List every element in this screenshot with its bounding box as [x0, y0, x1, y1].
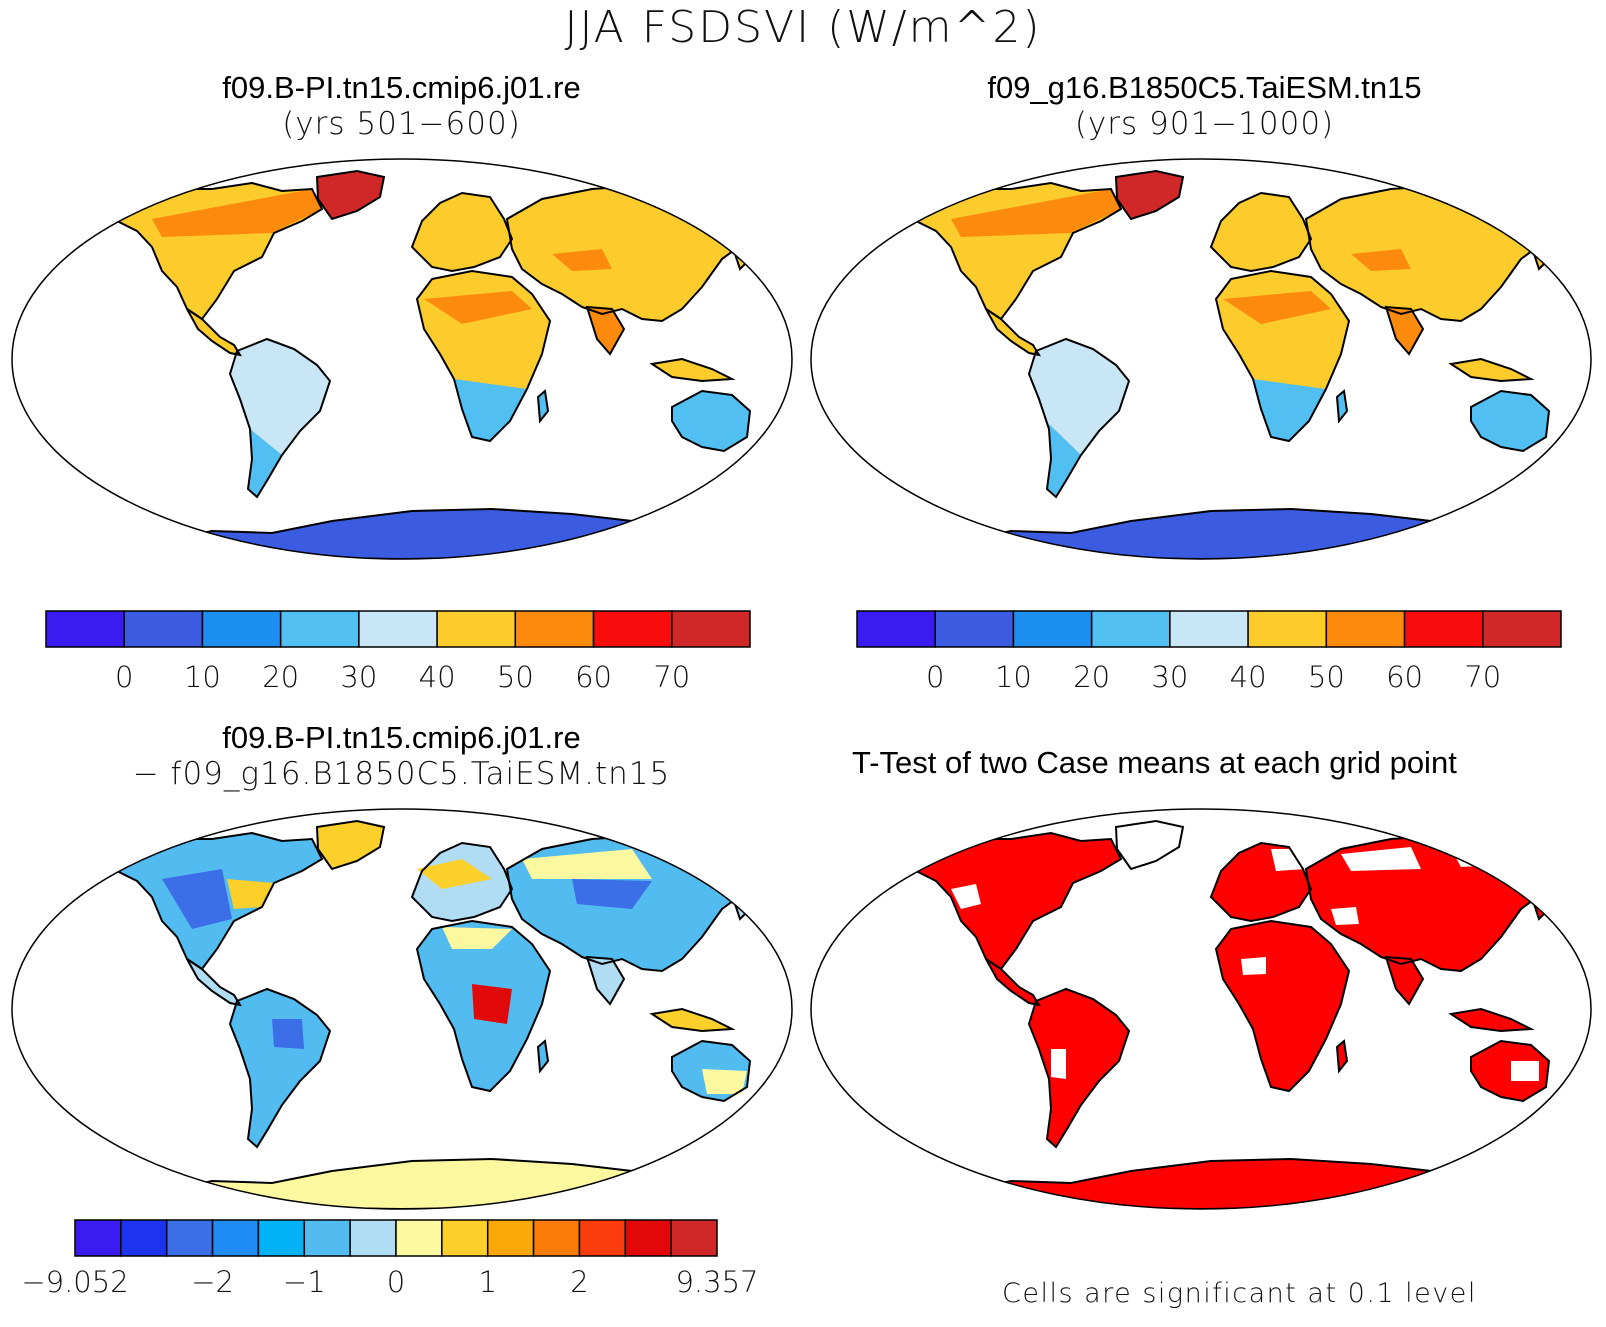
case2-years: (yrs 901−1000): [1074, 106, 1335, 142]
ttest-title: T-Test of two Case means at each grid po…: [852, 745, 1457, 780]
colorbar-box: [856, 610, 936, 648]
colorbar-box: [670, 1219, 718, 1257]
map-case2: [810, 158, 1592, 560]
colorbar-tick-label: 1: [478, 1265, 496, 1299]
colorbar-box: [358, 610, 438, 648]
colorbar-case2: 0 10 20 30 40 50 60 70: [856, 610, 1562, 694]
panel-title-case2: f09_g16.B1850C5.TaiESM.tn15 (yrs 901−100…: [803, 70, 1606, 142]
map-difference: [11, 808, 793, 1210]
colorbar-box: [123, 610, 204, 648]
colorbar-tick-label: −9.052: [21, 1265, 128, 1299]
map-ttest: [810, 808, 1592, 1210]
colorbar-tick-label: 30: [1151, 660, 1188, 694]
colorbar-box: [592, 610, 673, 648]
colorbar-tick-label: 40: [419, 660, 456, 694]
colorbar-box: [486, 1219, 535, 1257]
colorbar-tick-label: −2: [191, 1265, 234, 1299]
colorbar-tick-label: 0: [387, 1265, 405, 1299]
significance-note: Cells are significant at 0.1 level: [1002, 1278, 1477, 1309]
colorbar-box: [1169, 610, 1249, 648]
colorbar-tick-label: 20: [262, 660, 299, 694]
colorbar-box: [1403, 610, 1484, 648]
colorbar-tick-label: 30: [340, 660, 377, 694]
colorbar-tick-label: 50: [1308, 660, 1345, 694]
colorbar-box: [624, 1219, 672, 1257]
colorbar-box: [257, 1219, 306, 1257]
colorbar-tick-label: 50: [497, 660, 534, 694]
colorbar-box: [1482, 610, 1562, 648]
colorbar-box: [279, 610, 360, 648]
colorbar-box: [1325, 610, 1406, 648]
diff-minus-label: − f09_g16.B1850C5.TaiESM.tn15: [132, 756, 671, 792]
colorbar-tick-label: 0: [115, 660, 133, 694]
panel-title-diff: f09.B-PI.tn15.cmip6.j01.re − f09_g16.B18…: [0, 720, 803, 792]
colorbar-box: [120, 1219, 168, 1257]
colorbar-tick-label: 9.357: [675, 1265, 758, 1299]
colorbar-tick-label: 70: [653, 660, 690, 694]
colorbar-box: [303, 1219, 351, 1257]
colorbar-tick-label: 10: [184, 660, 221, 694]
panel-title-case1: f09.B-PI.tn15.cmip6.j01.re (yrs 501−600): [0, 70, 803, 142]
colorbar-box: [45, 610, 125, 648]
colorbar-box: [514, 610, 595, 648]
colorbar-tick-label: 0: [926, 660, 944, 694]
map-case1: [11, 158, 793, 560]
colorbar-box: [1012, 610, 1093, 648]
colorbar-tick-label: 20: [1073, 660, 1110, 694]
colorbar-box: [201, 610, 282, 648]
colorbar-tick-label: 60: [1386, 660, 1423, 694]
colorbar-box: [532, 1219, 581, 1257]
colorbar-box: [1247, 610, 1328, 648]
colorbar-box: [1090, 610, 1171, 648]
case1-years: (yrs 501−600): [282, 106, 521, 142]
colorbar-box: [165, 1219, 214, 1257]
colorbar-tick-label: −1: [283, 1265, 326, 1299]
colorbar-tick-label: 2: [570, 1265, 588, 1299]
colorbar-tick-label: 40: [1230, 660, 1267, 694]
colorbar-tick-label: 70: [1464, 660, 1501, 694]
colorbar-box: [211, 1219, 260, 1257]
colorbar-box: [436, 610, 517, 648]
colorbar-tick-label: 10: [995, 660, 1032, 694]
colorbar-tick-label: 60: [575, 660, 612, 694]
colorbar-box: [395, 1219, 443, 1257]
colorbar-box: [578, 1219, 627, 1257]
case2-name: f09_g16.B1850C5.TaiESM.tn15: [987, 70, 1422, 105]
case1-name: f09.B-PI.tn15.cmip6.j01.re: [222, 70, 581, 105]
colorbar-case1: 0 10 20 30 40 50 60 70: [45, 610, 751, 694]
colorbar-box: [934, 610, 1015, 648]
figure-title: JJA FSDSVI (W/m^2): [564, 2, 1042, 53]
colorbar-box: [441, 1219, 489, 1257]
colorbar-difference: −9.052 −2 −1 0 1 2 9.357: [21, 1219, 759, 1299]
colorbar-box: [671, 610, 751, 648]
colorbar-box: [74, 1219, 122, 1257]
diff-name: f09.B-PI.tn15.cmip6.j01.re: [222, 720, 581, 755]
colorbar-box: [349, 1219, 397, 1257]
